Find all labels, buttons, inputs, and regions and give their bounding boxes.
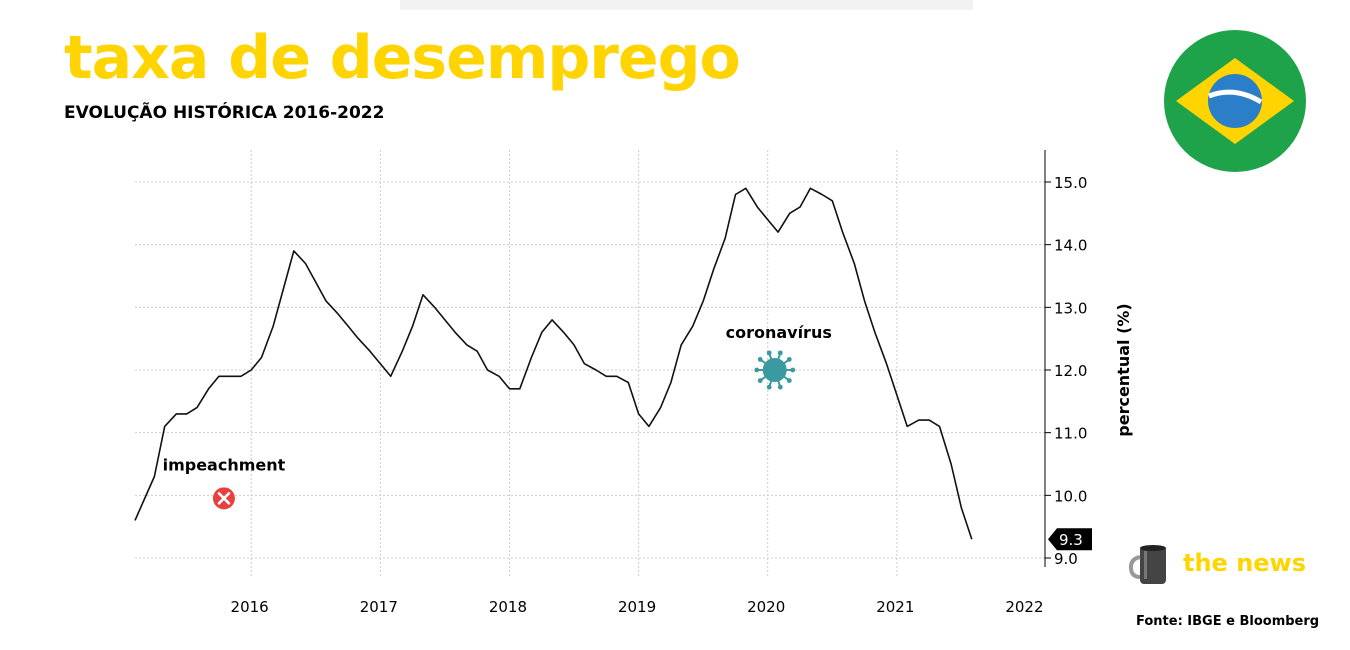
top-strip: [400, 0, 973, 10]
series-line: [134, 187, 973, 540]
annotation-label-coronavirus: coronavírus: [726, 323, 832, 342]
y-tick-label: 11.0: [1054, 425, 1087, 443]
annotation-label-impeachment: impeachment: [163, 455, 286, 474]
brand-name: the news: [1183, 549, 1307, 577]
x-tick-label: 2020: [747, 598, 785, 616]
y-tick-label: 15.0: [1054, 174, 1087, 192]
last-value-box: [1048, 528, 1092, 551]
coronavirus-icon: [754, 350, 796, 390]
x-axis: 2016 2017 2018 2019 2020 2021 2022: [231, 598, 1044, 616]
y-tick-label: 13.0: [1054, 299, 1087, 317]
page-title: taxa de desemprego: [64, 23, 741, 93]
annotations: impeachment coronavírus: [163, 323, 832, 510]
brazil-flag-icon: [1164, 30, 1306, 172]
y-tick-label: 12.0: [1054, 362, 1087, 380]
annotation: impeachment: [163, 455, 286, 510]
x-tick-label: 2021: [876, 598, 914, 616]
y-tick-label: 10.0: [1054, 487, 1087, 505]
x-tick-label: 2022: [1005, 598, 1043, 616]
last-value-text: 9.3: [1059, 531, 1083, 549]
annotation: coronavírus: [726, 323, 832, 390]
y-axis: 9.0 10.0 11.0 12.0 13.0 14.0 15.0: [1044, 150, 1087, 568]
source-note: Fonte: IBGE e Bloomberg: [1136, 614, 1320, 629]
x-tick-label: 2019: [618, 598, 656, 616]
last-value-label: 9.3: [1048, 528, 1092, 551]
coffee-mug-icon: [1128, 545, 1166, 584]
x-tick-label: 2017: [360, 598, 398, 616]
y-axis-title: percentual (%): [1114, 303, 1133, 436]
y-tick-label: 9.0: [1054, 550, 1078, 568]
x-tick-label: 2018: [489, 598, 527, 616]
chart-grid: [135, 150, 1045, 577]
y-tick-label: 14.0: [1054, 237, 1087, 255]
x-tick-label: 2016: [231, 598, 269, 616]
page-subtitle: EVOLUÇÃO HISTÓRICA 2016-2022: [64, 103, 385, 123]
red-cross-icon: [212, 487, 235, 510]
